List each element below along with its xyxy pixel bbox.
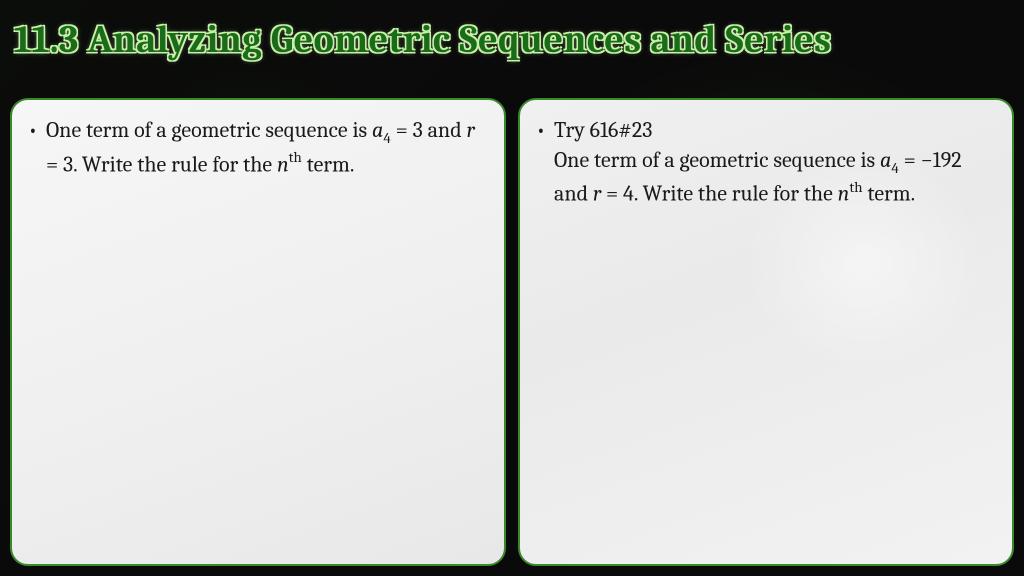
right-panel: Try 616#23One term of a geometric sequen… (518, 98, 1014, 566)
slide-title: 11.3 Analyzing Geometric Sequences and S… (14, 18, 832, 62)
right-panel-bullet: Try 616#23One term of a geometric sequen… (554, 116, 992, 209)
left-panel-bullet: One term of a geometric sequence is a4 =… (46, 116, 484, 180)
left-panel: One term of a geometric sequence is a4 =… (10, 98, 506, 566)
content-panels: One term of a geometric sequence is a4 =… (10, 98, 1014, 566)
